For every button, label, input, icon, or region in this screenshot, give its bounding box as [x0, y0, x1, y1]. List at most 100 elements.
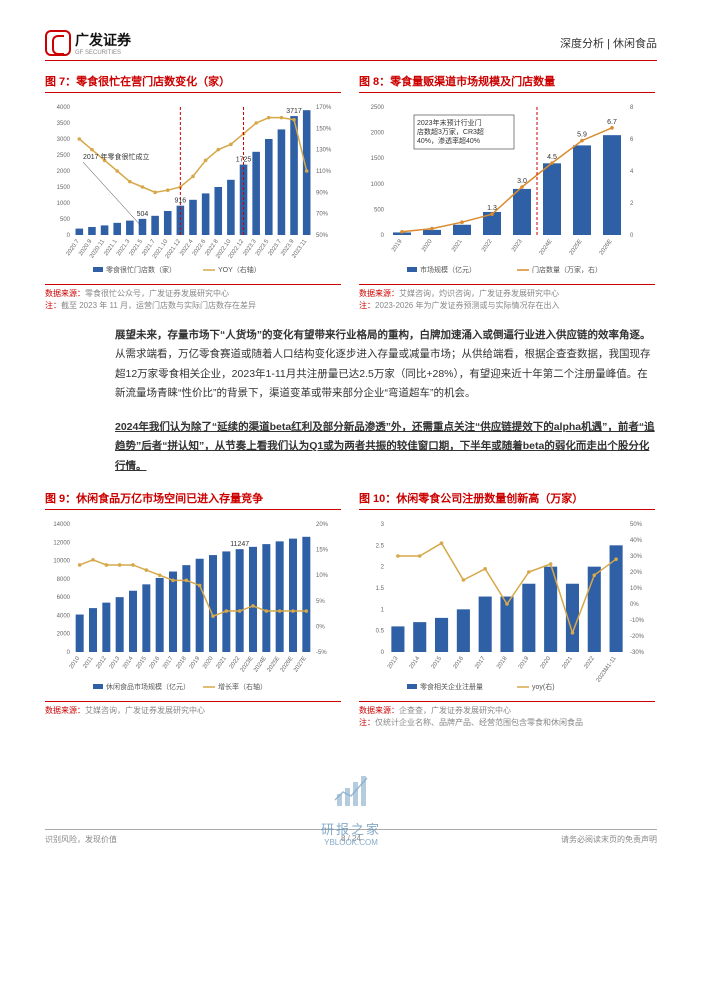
- svg-text:10%: 10%: [316, 573, 329, 579]
- svg-text:8: 8: [630, 105, 634, 111]
- svg-text:2: 2: [630, 201, 634, 207]
- chart-9-source: 数据来源：艾媒咨询，广发证券发展研究中心: [45, 701, 341, 717]
- svg-text:30%: 30%: [630, 554, 643, 560]
- chart-8-block: 图 8：零食量贩渠道市场规模及门店数量 05001000150020002500…: [359, 73, 655, 312]
- svg-text:150%: 150%: [316, 126, 332, 132]
- svg-text:2019: 2019: [189, 655, 202, 670]
- svg-text:130%: 130%: [316, 148, 332, 154]
- svg-text:2024E: 2024E: [539, 239, 554, 257]
- svg-text:2020: 2020: [540, 655, 553, 670]
- svg-text:2017: 2017: [474, 655, 487, 670]
- company-logo: 广发证券 GF SECURITIES: [45, 30, 131, 56]
- svg-text:2026E: 2026E: [280, 656, 295, 674]
- svg-text:2019: 2019: [518, 655, 531, 670]
- svg-text:14000: 14000: [53, 522, 70, 528]
- svg-text:-5%: -5%: [316, 650, 327, 656]
- svg-text:170%: 170%: [316, 105, 332, 111]
- svg-text:2013: 2013: [387, 655, 400, 670]
- svg-text:20%: 20%: [630, 570, 643, 576]
- svg-text:40%: 40%: [630, 538, 643, 544]
- chart-8-title: 图 8：零食量贩渠道市场规模及门店数量: [359, 73, 655, 93]
- chart-10-title: 图 10：休闲零食公司注册数量创新高（万家）: [359, 490, 655, 510]
- svg-text:20%: 20%: [316, 522, 329, 528]
- svg-text:增长率（右轴）: 增长率（右轴）: [218, 682, 267, 691]
- svg-text:4000: 4000: [57, 613, 71, 619]
- svg-text:2027E: 2027E: [293, 656, 308, 674]
- chart-7-source: 数据来源：数据来源：零食很忙公众号，广发证券发展研究中心零食很忙公众号，广发证券…: [45, 284, 341, 312]
- svg-text:yoy(右): yoy(右): [532, 682, 555, 691]
- svg-text:2022: 2022: [229, 655, 242, 670]
- svg-text:2018: 2018: [175, 655, 188, 670]
- svg-text:2.5: 2.5: [376, 543, 385, 549]
- svg-text:2013: 2013: [109, 655, 122, 670]
- page-footer: 识别风险，发现价值 8 / 24 请务必阅读末页的免责声明: [45, 829, 657, 845]
- svg-text:8000: 8000: [57, 577, 71, 583]
- source-label: 数据来源：: [45, 289, 85, 298]
- svg-text:4000: 4000: [57, 105, 71, 111]
- svg-text:504: 504: [137, 211, 149, 218]
- svg-text:2000: 2000: [57, 632, 71, 638]
- svg-text:6: 6: [630, 137, 634, 143]
- paragraph-1-lead: 展望未来，存量市场下“人货场”的变化有望带来行业格局的重构，白牌加速涌入或倒逼行…: [115, 329, 651, 341]
- svg-text:2016: 2016: [452, 655, 465, 670]
- svg-text:2021: 2021: [451, 238, 464, 253]
- svg-text:0: 0: [381, 650, 385, 656]
- svg-text:500: 500: [60, 217, 71, 223]
- svg-text:门店数量（万家，右）: 门店数量（万家，右）: [532, 265, 602, 274]
- svg-text:2014: 2014: [409, 655, 422, 670]
- chart-7-block: 图 7：零食很忙在营门店数变化（家） 050010001500200025003…: [45, 73, 341, 312]
- paragraph-1: 展望未来，存量市场下“人货场”的变化有望带来行业格局的重构，白牌加速涌入或倒逼行…: [115, 326, 657, 404]
- svg-text:50%: 50%: [630, 522, 643, 528]
- svg-text:3000: 3000: [57, 137, 71, 143]
- svg-text:0: 0: [67, 233, 71, 239]
- svg-text:10%: 10%: [630, 586, 643, 592]
- svg-text:2021: 2021: [562, 655, 575, 670]
- svg-text:0.5: 0.5: [376, 629, 385, 635]
- svg-text:1500: 1500: [57, 185, 71, 191]
- company-name-en: GF SECURITIES: [75, 50, 131, 56]
- svg-text:2024E: 2024E: [253, 656, 268, 674]
- svg-text:2015: 2015: [135, 655, 148, 670]
- paragraph-2-lead: 2024年我们认为除了“延续的渠道beta红利及部分新品渗透”外，还需重点关注“…: [115, 421, 655, 472]
- svg-text:2500: 2500: [371, 105, 385, 111]
- svg-text:5%: 5%: [316, 599, 325, 605]
- svg-text:2023年末预计行业门: 2023年末预计行业门: [417, 118, 482, 127]
- svg-text:40%，渗透率超40%: 40%，渗透率超40%: [417, 136, 480, 145]
- svg-text:15%: 15%: [316, 548, 329, 554]
- footer-left: 识别风险，发现价值: [45, 834, 117, 845]
- svg-text:1000: 1000: [57, 201, 71, 207]
- svg-text:2016: 2016: [149, 655, 162, 670]
- chart-9-title: 图 9：休闲食品万亿市场空间已进入存量竞争: [45, 490, 341, 510]
- svg-text:2: 2: [381, 565, 385, 571]
- svg-text:2023M1-11: 2023M1-11: [596, 655, 618, 683]
- svg-text:2015: 2015: [431, 655, 444, 670]
- svg-text:2023: 2023: [511, 238, 524, 253]
- svg-text:110%: 110%: [316, 169, 332, 175]
- svg-text:2021: 2021: [215, 655, 228, 670]
- page-number: 8 / 24: [341, 834, 361, 843]
- svg-text:1500: 1500: [371, 156, 385, 162]
- chart-10-source: 数据来源：企查查，广发证券发展研究中心 注：仅统计企业名称、品牌产品、经营范围包…: [359, 701, 655, 729]
- chart-10-block: 图 10：休闲零食公司注册数量创新高（万家） 00.511.522.53-30%…: [359, 490, 655, 729]
- svg-text:11247: 11247: [230, 541, 249, 548]
- svg-text:2011: 2011: [82, 655, 95, 670]
- svg-text:2020: 2020: [202, 655, 215, 670]
- chart-10-svg: 00.511.522.53-30%-20%-10%0%10%20%30%40%5…: [359, 516, 655, 696]
- svg-text:2017 年零食很忙成立: 2017 年零食很忙成立: [83, 152, 150, 161]
- svg-text:3: 3: [381, 522, 385, 528]
- svg-text:3.0: 3.0: [517, 178, 527, 185]
- chart-9-svg: 02000400060008000100001200014000-5%0%5%1…: [45, 516, 341, 696]
- footer-right: 请务必阅读末页的免责声明: [561, 834, 657, 845]
- chart-7-title: 图 7：零食很忙在营门店数变化（家）: [45, 73, 341, 93]
- svg-text:2018: 2018: [496, 655, 509, 670]
- svg-text:-20%: -20%: [630, 634, 645, 640]
- svg-text:1725: 1725: [236, 157, 252, 164]
- svg-text:916: 916: [175, 198, 187, 205]
- paragraph-1-rest: 从需求端看，万亿零食赛道或随着人口结构变化逐步进入存量或减量市场；从供给端看，根…: [115, 348, 651, 399]
- svg-text:2010: 2010: [69, 655, 82, 670]
- svg-text:零食很忙门店数（家）: 零食很忙门店数（家）: [106, 265, 176, 274]
- svg-text:2017: 2017: [162, 655, 175, 670]
- svg-text:4: 4: [630, 169, 634, 175]
- svg-text:500: 500: [374, 207, 385, 213]
- svg-text:12000: 12000: [53, 540, 70, 546]
